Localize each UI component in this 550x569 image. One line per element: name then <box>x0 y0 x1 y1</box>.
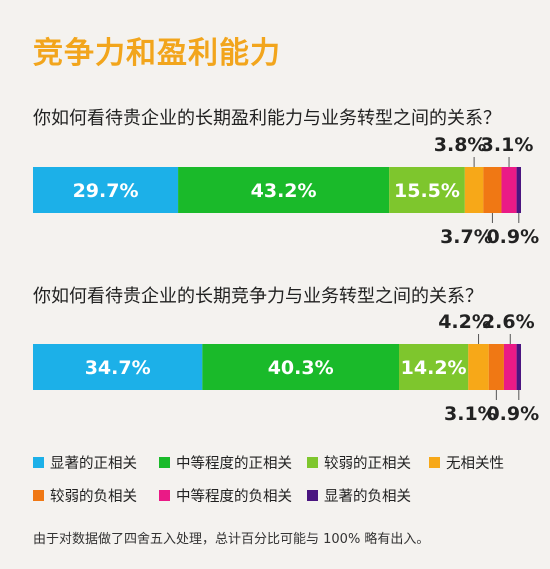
legend-label: 显著的正相关 <box>50 456 137 472</box>
data-label: 3.1% <box>481 134 534 156</box>
bar-segment <box>488 344 504 390</box>
page-title: 竞争力和盈利能力 <box>33 36 281 71</box>
data-label: 34.7% <box>85 357 151 379</box>
data-label: 3.1% <box>444 403 497 425</box>
legend-item-no-correlation: 无相关性 <box>429 452 529 473</box>
legend-swatch <box>307 490 318 501</box>
legend-item-moderate-positive: 中等程度的正相关 <box>159 452 307 473</box>
legend-item-strong-negative: 显著的负相关 <box>307 485 429 506</box>
bar-segment <box>33 167 179 213</box>
bar-segment <box>464 167 484 213</box>
data-label: 4.2% <box>438 311 491 333</box>
legend-item-moderate-negative: 中等程度的负相关 <box>159 485 307 506</box>
legend-swatch <box>159 457 170 468</box>
legend-swatch <box>159 490 170 501</box>
legend-swatch <box>307 457 318 468</box>
bar-segment <box>389 167 465 213</box>
data-label: 14.2% <box>401 357 467 379</box>
bar-segment <box>468 344 489 390</box>
data-label: 0.9% <box>486 403 539 425</box>
legend-item-weak-negative: 较弱的负相关 <box>33 485 159 506</box>
data-label: 40.3% <box>268 357 334 379</box>
bar-segment <box>399 344 469 390</box>
footnote: 由于对数据做了四舍五入处理，总计百分比可能与 100% 略有出入。 <box>33 532 430 547</box>
data-label: 29.7% <box>73 180 139 202</box>
data-label: 0.9% <box>486 226 539 248</box>
legend-label: 较弱的正相关 <box>324 456 411 472</box>
legend-item-weak-positive: 较弱的正相关 <box>307 452 429 473</box>
legend-label: 中等程度的负相关 <box>176 489 292 505</box>
bar-segment <box>33 344 203 390</box>
legend-item-strong-positive: 显著的正相关 <box>33 452 159 473</box>
question-competitiveness: 你如何看待贵企业的长期竞争力与业务转型之间的关系？ <box>33 286 483 307</box>
legend-swatch <box>33 457 44 468</box>
bar-segment <box>516 167 521 213</box>
bar-segment <box>501 167 517 213</box>
bar-segment <box>483 167 502 213</box>
data-label: 2.6% <box>482 311 535 333</box>
legend-label: 较弱的负相关 <box>50 489 137 505</box>
data-label: 43.2% <box>251 180 317 202</box>
bar-segment <box>516 344 521 390</box>
bar-segment <box>178 167 390 213</box>
question-profitability: 你如何看待贵企业的长期盈利能力与业务转型之间的关系？ <box>33 108 501 129</box>
bar-segment <box>202 344 399 390</box>
data-label: 3.7% <box>440 226 493 248</box>
data-label: 15.5% <box>394 180 460 202</box>
legend-label: 无相关性 <box>446 456 504 472</box>
legend-label: 显著的负相关 <box>324 489 411 505</box>
legend-swatch <box>429 457 440 468</box>
data-label: 3.8% <box>434 134 487 156</box>
bar-segment <box>503 344 517 390</box>
legend: 显著的正相关 中等程度的正相关 较弱的正相关 无相关性 较弱的负相关 中等程度的… <box>33 452 533 506</box>
legend-label: 中等程度的正相关 <box>176 456 292 472</box>
legend-swatch <box>33 490 44 501</box>
